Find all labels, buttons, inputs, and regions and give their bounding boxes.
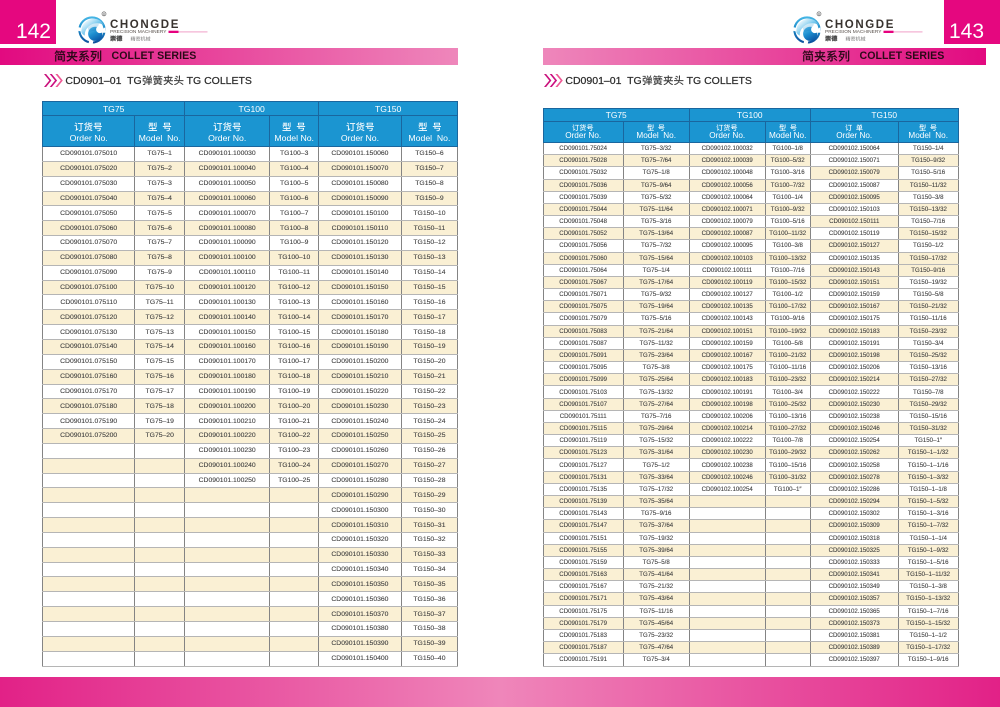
svg-text:CHONGDE: CHONGDE <box>825 19 895 31</box>
svg-text:R: R <box>818 12 821 16</box>
svg-text:CHONGDE: CHONGDE <box>110 19 180 31</box>
svg-text:PRECISION MACHINERY: PRECISION MACHINERY <box>110 29 167 35</box>
svg-text:R: R <box>103 12 106 16</box>
svg-text:PRECISION MACHINERY: PRECISION MACHINERY <box>825 29 882 35</box>
